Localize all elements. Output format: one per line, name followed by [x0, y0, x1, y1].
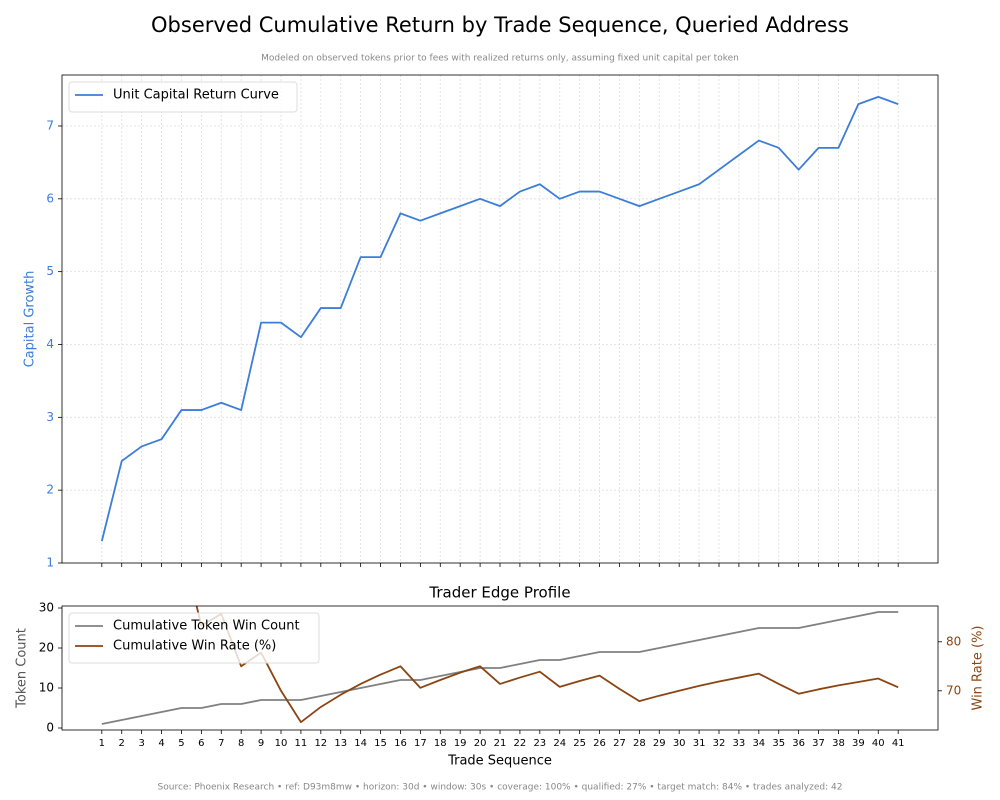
axes-frame [61, 605, 939, 731]
x-tick-label: 27 [613, 738, 626, 749]
y-axis-label: Capital Growth [23, 271, 38, 368]
y2-tick-label: 70 [946, 683, 961, 697]
x-tick-label: 5 [178, 738, 184, 749]
x-tick-label: 12 [314, 738, 327, 749]
x-tick-label: 28 [633, 738, 646, 749]
legend-box [68, 81, 298, 113]
y-tick-label: 10 [39, 681, 54, 695]
x-tick-label: 14 [354, 738, 367, 749]
series-line [101, 611, 899, 725]
y-tick-label: 5 [46, 264, 54, 278]
x-tick-label: 17 [414, 738, 427, 749]
x-tick-label: 6 [198, 738, 204, 749]
x-tick-label: 40 [872, 738, 885, 749]
x-tick-label: 29 [653, 738, 666, 749]
x-tick-label: 31 [693, 738, 706, 749]
legend-label: Cumulative Win Rate (%) [113, 639, 276, 654]
x-tick-label: 25 [573, 738, 586, 749]
y-tick-label: 2 [46, 483, 54, 497]
x-tick-label: 37 [812, 738, 825, 749]
series-line [100, 95, 899, 542]
y-tick-label: 0 [46, 721, 54, 735]
x-tick-label: 19 [454, 738, 467, 749]
x-tick-label: 35 [772, 738, 785, 749]
x-tick-label: 36 [792, 738, 805, 749]
x-tick-label: 18 [434, 738, 447, 749]
x-tick-label: 21 [494, 738, 507, 749]
x-axis-label: Trade Sequence [447, 754, 552, 769]
x-tick-label: 13 [334, 738, 347, 749]
x-tick-label: 26 [593, 738, 606, 749]
x-tick-label: 3 [138, 738, 144, 749]
x-tick-label: 11 [295, 738, 308, 749]
x-tick-label: 16 [394, 738, 407, 749]
legend-label: Cumulative Token Win Count [113, 619, 300, 634]
x-tick-label: 20 [474, 738, 487, 749]
y2-axis-label: Win Rate (%) [971, 626, 986, 711]
subtitle: Modeled on observed tokens prior to fees… [261, 54, 739, 64]
y-tick-label: 7 [46, 118, 54, 132]
footer: Source: Phoenix Research • ref: D93m8mw … [158, 783, 843, 793]
y-tick-label: 6 [46, 191, 54, 205]
y-axis-label: Token Count [15, 628, 30, 709]
x-tick-label: 32 [713, 738, 726, 749]
x-tick-label: 38 [832, 738, 845, 749]
y-tick-label: 3 [46, 410, 54, 424]
x-tick-label: 33 [733, 738, 746, 749]
y-tick-label: 20 [39, 641, 54, 655]
x-tick-label: 7 [218, 738, 224, 749]
y-tick-label: 30 [39, 601, 54, 615]
plot-area [100, 95, 899, 542]
x-tick-label: 30 [673, 738, 686, 749]
x-tick-label: 1 [99, 738, 105, 749]
x-tick-label: 2 [119, 738, 125, 749]
x-tick-label: 9 [258, 738, 264, 749]
y-tick-label: 1 [46, 556, 54, 570]
legend-label: Unit Capital Return Curve [113, 88, 279, 103]
x-tick-label: 22 [514, 738, 527, 749]
x-tick-label: 39 [852, 738, 865, 749]
x-tick-label: 15 [374, 738, 387, 749]
x-tick-label: 8 [238, 738, 244, 749]
x-tick-label: 4 [158, 738, 164, 749]
x-tick-label: 41 [892, 738, 905, 749]
y-tick-label: 4 [46, 337, 54, 351]
x-tick-label: 23 [533, 738, 546, 749]
y2-tick-label: 80 [946, 634, 961, 648]
x-tick-label: 24 [553, 738, 566, 749]
figure-title: Observed Cumulative Return by Trade Sequ… [151, 13, 849, 37]
x-tick-label: 10 [275, 738, 288, 749]
legend-box [68, 612, 320, 664]
axes-frame [61, 74, 939, 564]
axes-title: Trader Edge Profile [428, 584, 570, 602]
x-tick-label: 34 [752, 738, 765, 749]
